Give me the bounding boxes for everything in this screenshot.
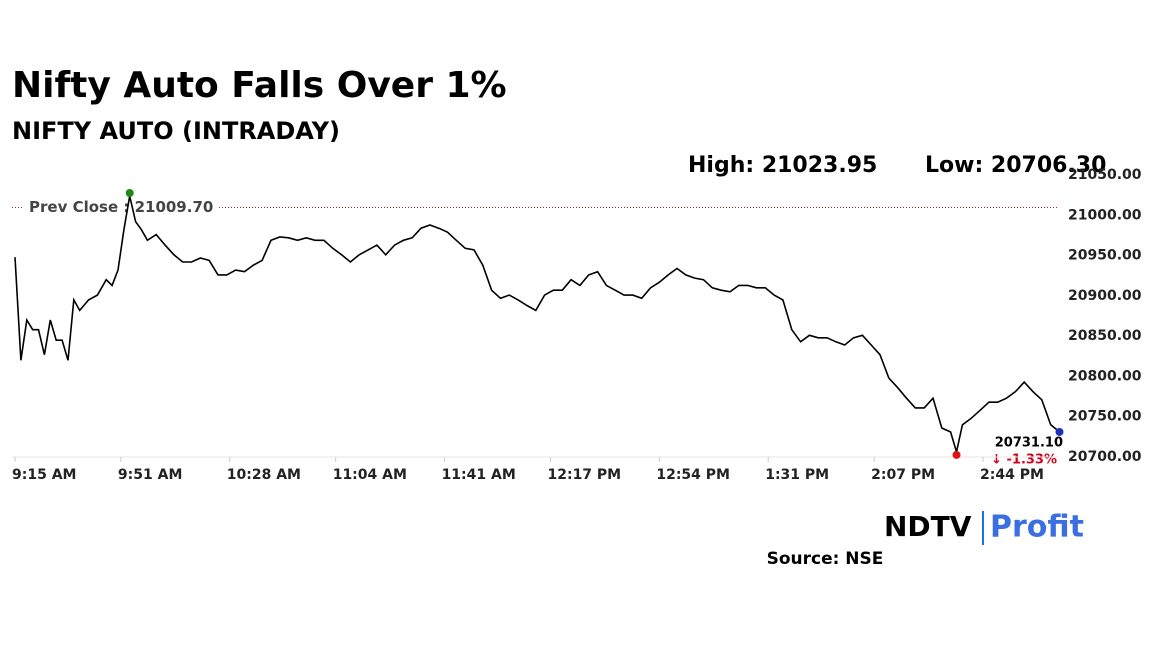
y-tick-label: 20750.00 [1068, 409, 1142, 425]
source: Source: NSE [767, 549, 884, 569]
x-tick-label: 2:07 PM [871, 467, 935, 483]
last-dot [1055, 427, 1064, 436]
high-dot [125, 188, 134, 197]
x-tick-label: 9:15 AM [12, 467, 76, 483]
last-label: 20731.10 [995, 436, 1063, 451]
y-tick-label: 21050.00 [1068, 167, 1142, 183]
x-tick-label: 11:04 AM [333, 467, 407, 483]
prev-close-bg [22, 197, 218, 218]
y-tick-label: 20800.00 [1068, 368, 1142, 384]
low-text: Low: 20706.30 [925, 153, 1106, 178]
brand-ndtv: NDTV [884, 510, 972, 543]
change-label: ↓ -1.33% [991, 453, 1057, 468]
x-tick-label: 12:17 PM [547, 467, 621, 483]
x-tick-label: 1:31 PM [765, 467, 829, 483]
brand-profit: Profit [990, 510, 1084, 545]
low-dot [952, 450, 961, 459]
high-text: High: 21023.95 [688, 153, 877, 178]
price-line [14, 195, 1061, 453]
prev-close-label: Prev Close : 21009.70 [29, 198, 213, 216]
chart-title: Nifty Auto Falls Over 1% [12, 65, 507, 106]
y-tick-label: 20850.00 [1068, 328, 1142, 344]
x-tick-label: 11:41 AM [442, 467, 516, 483]
y-tick-label: 20950.00 [1068, 248, 1142, 264]
x-tick-label: 2:44 PM [980, 467, 1044, 483]
x-tick-label: 10:28 AM [227, 467, 301, 483]
chart-subtitle: NIFTY AUTO (INTRADAY) [12, 117, 340, 145]
y-tick-label: 21000.00 [1068, 207, 1142, 223]
y-tick-label: 20900.00 [1068, 288, 1142, 304]
y-tick-label: 20700.00 [1068, 449, 1142, 465]
x-tick-label: 9:51 AM [118, 467, 182, 483]
x-tick-label: 12:54 PM [656, 467, 730, 483]
